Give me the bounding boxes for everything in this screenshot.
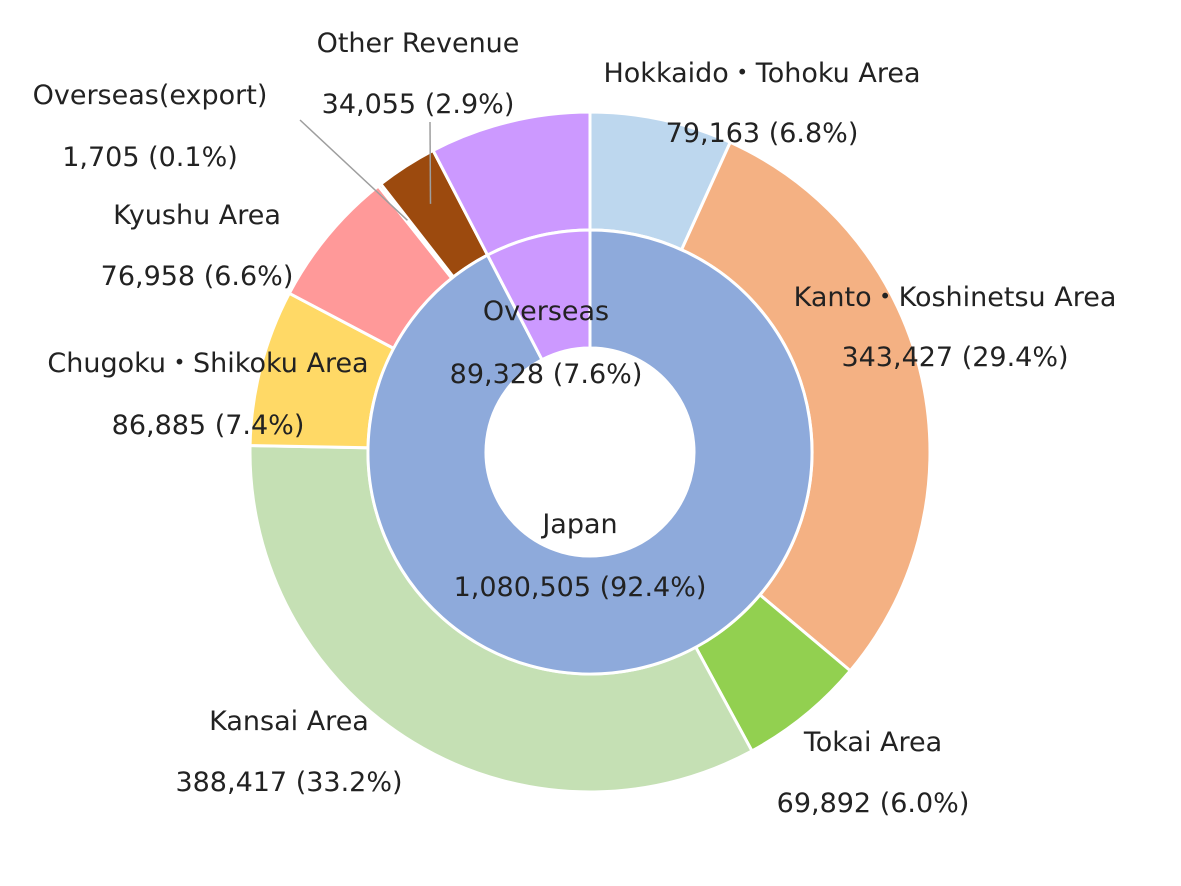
label-hokkaido-tohoku-value: 79,163 (6.8%) bbox=[666, 118, 859, 149]
label-inner-overseas-name: Overseas bbox=[483, 296, 609, 327]
label-kyushu-name: Kyushu Area bbox=[113, 200, 281, 231]
inner-ring bbox=[366, 228, 814, 676]
outer-ring bbox=[248, 110, 932, 794]
slice-labels: Hokkaido・Tohoku Area 79,163 (6.8%) Kanto… bbox=[33, 28, 1117, 819]
label-other-revenue-name: Other Revenue bbox=[317, 28, 520, 59]
label-inner-japan-name: Japan bbox=[540, 509, 617, 540]
label-overseas-export-value: 1,705 (0.1%) bbox=[62, 142, 238, 173]
label-kanto-koshinetsu-value: 343,427 (29.4%) bbox=[841, 342, 1068, 373]
label-kanto-koshinetsu-name: Kanto・Koshinetsu Area bbox=[794, 282, 1117, 313]
leader-line-other-revenue bbox=[429, 121, 432, 204]
label-inner-overseas-value: 89,328 (7.6%) bbox=[450, 359, 643, 390]
label-hokkaido-tohoku-name: Hokkaido・Tohoku Area bbox=[603, 58, 920, 89]
label-tokai-name: Tokai Area bbox=[803, 727, 942, 758]
inner-slice-japan bbox=[366, 228, 814, 676]
label-tokai-value: 69,892 (6.0%) bbox=[777, 788, 970, 819]
label-chugoku-shikoku-value: 86,885 (7.4%) bbox=[112, 410, 305, 441]
inner-slice-overseas bbox=[485, 228, 592, 362]
label-kyushu-value: 76,958 (6.6%) bbox=[101, 261, 294, 292]
label-overseas-export-name: Overseas(export) bbox=[33, 80, 268, 111]
leader-lines bbox=[299, 119, 432, 221]
label-kansai-name: Kansai Area bbox=[209, 706, 369, 737]
label-kansai-value: 388,417 (33.2%) bbox=[175, 767, 402, 798]
label-chugoku-shikoku-name: Chugoku・Shikoku Area bbox=[47, 348, 368, 379]
label-other-revenue-value: 34,055 (2.9%) bbox=[322, 89, 515, 120]
label-inner-japan-value: 1,080,505 (92.4%) bbox=[454, 572, 707, 603]
leader-line-overseas-export bbox=[299, 119, 408, 221]
